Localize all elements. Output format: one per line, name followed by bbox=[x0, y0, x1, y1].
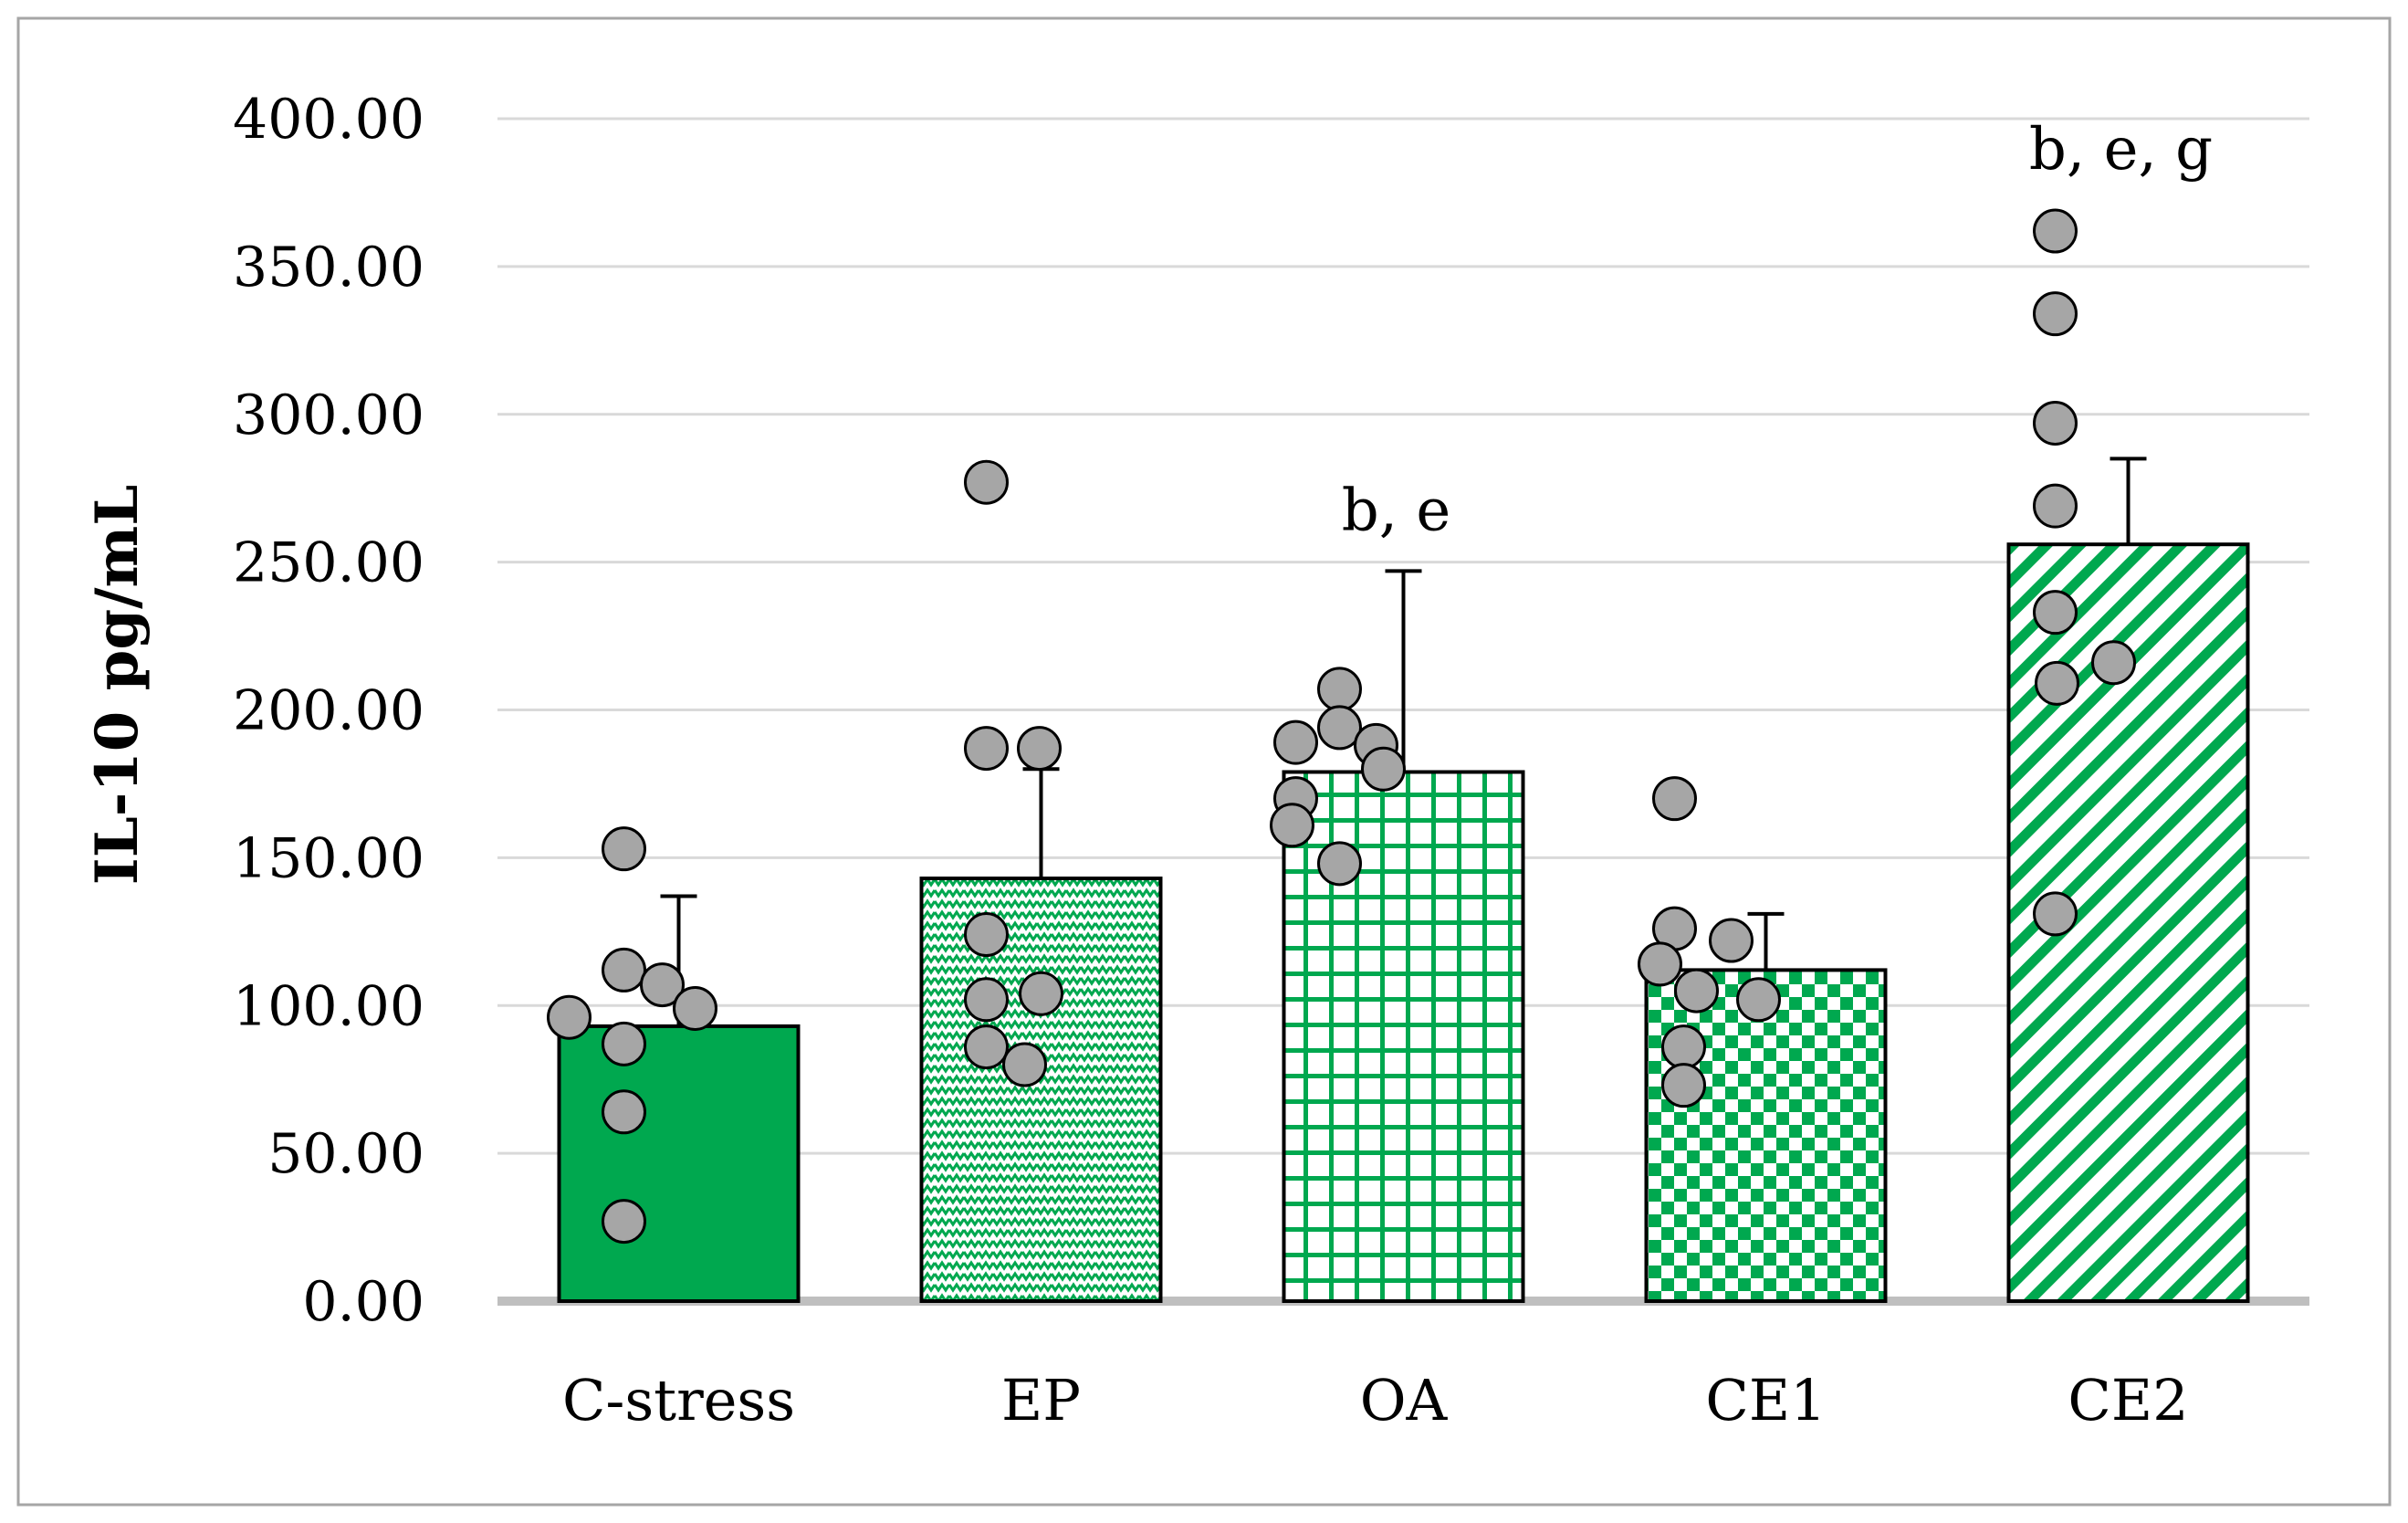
data-point bbox=[602, 826, 646, 872]
data-point bbox=[602, 1089, 646, 1135]
y-axis-title: IL-10 pg/mL bbox=[83, 485, 152, 885]
bar-c-stress bbox=[557, 1024, 801, 1303]
bar-ep bbox=[919, 877, 1163, 1303]
data-point bbox=[1019, 971, 1063, 1016]
data-point bbox=[1270, 803, 1314, 848]
data-point bbox=[1638, 941, 1682, 987]
data-point bbox=[1317, 705, 1362, 751]
bar-oa bbox=[1282, 770, 1525, 1303]
x-tick-label: C-stress bbox=[562, 1367, 795, 1434]
data-point bbox=[602, 1199, 646, 1245]
data-point bbox=[964, 912, 1009, 958]
y-tick-label: 50.00 bbox=[267, 1122, 424, 1186]
x-tick-label: CE1 bbox=[1705, 1367, 1826, 1434]
y-tick-label: 400.00 bbox=[233, 88, 424, 152]
data-point bbox=[673, 985, 717, 1031]
data-point bbox=[602, 947, 646, 993]
y-tick-label: 150.00 bbox=[233, 826, 424, 890]
data-point bbox=[547, 994, 592, 1040]
significance-label: b, e, g bbox=[2029, 116, 2213, 184]
data-point bbox=[1736, 977, 1781, 1023]
data-point bbox=[2033, 891, 2078, 937]
data-point bbox=[964, 1024, 1009, 1070]
data-point bbox=[2033, 291, 2078, 337]
y-tick-label: 350.00 bbox=[233, 236, 424, 299]
data-point bbox=[1361, 746, 1406, 792]
data-point bbox=[1709, 918, 1754, 963]
data-point bbox=[2033, 400, 2078, 446]
data-point bbox=[2033, 208, 2078, 254]
y-tick-label: 200.00 bbox=[233, 679, 424, 743]
data-point bbox=[1002, 1042, 1047, 1087]
data-point bbox=[1674, 968, 1719, 1014]
x-tick-label: EP bbox=[1001, 1367, 1081, 1434]
data-point bbox=[1017, 726, 1062, 772]
x-tick-label: OA bbox=[1360, 1367, 1449, 1434]
y-tick-label: 0.00 bbox=[302, 1270, 424, 1334]
data-point bbox=[2033, 590, 2078, 635]
data-point bbox=[964, 726, 1009, 772]
data-point bbox=[602, 1021, 646, 1066]
data-point bbox=[2033, 483, 2078, 529]
data-point bbox=[1273, 719, 1318, 765]
x-tick-label: CE2 bbox=[2068, 1367, 2188, 1434]
data-point bbox=[1317, 667, 1362, 712]
y-tick-label: 100.00 bbox=[233, 974, 424, 1038]
data-point bbox=[1661, 1063, 1706, 1108]
data-point bbox=[964, 977, 1009, 1023]
data-point bbox=[1652, 776, 1697, 822]
significance-label: b, e bbox=[1342, 477, 1451, 544]
data-point bbox=[2035, 660, 2079, 706]
data-point bbox=[1661, 1024, 1706, 1070]
y-tick-label: 300.00 bbox=[233, 383, 424, 447]
data-point bbox=[2091, 640, 2136, 686]
data-point bbox=[964, 459, 1009, 505]
y-tick-label: 250.00 bbox=[233, 531, 424, 595]
data-point bbox=[640, 962, 685, 1008]
data-point bbox=[1317, 841, 1362, 887]
